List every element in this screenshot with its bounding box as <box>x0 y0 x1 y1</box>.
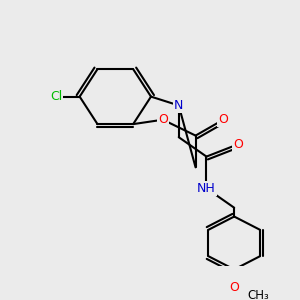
Text: O: O <box>229 280 239 294</box>
Text: CH₃: CH₃ <box>247 290 269 300</box>
Text: Cl: Cl <box>50 90 62 103</box>
Text: N: N <box>174 99 183 112</box>
Text: NH: NH <box>197 182 216 195</box>
Text: O: O <box>233 138 243 151</box>
Text: O: O <box>218 113 228 126</box>
Text: O: O <box>158 113 168 126</box>
